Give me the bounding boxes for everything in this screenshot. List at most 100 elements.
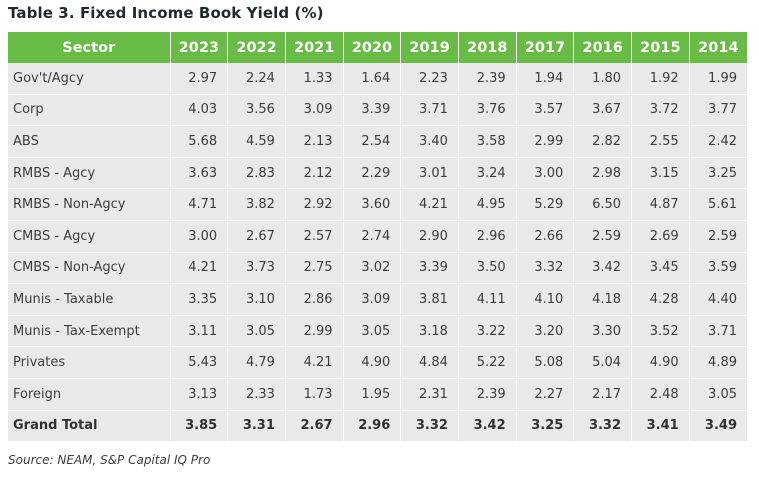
yield-value-cell: 5.22 — [458, 346, 517, 379]
yield-value-cell: 3.05 — [227, 315, 286, 348]
yield-value-cell: 3.82 — [227, 188, 286, 221]
yield-value-cell: 2.66 — [516, 220, 575, 253]
yield-value-cell: 2.42 — [689, 125, 747, 158]
yield-value-cell: 2.57 — [285, 220, 344, 253]
yield-value-cell: 2.27 — [516, 378, 575, 411]
yield-value-cell: 3.09 — [285, 94, 344, 127]
yield-value-cell: 4.28 — [631, 283, 690, 316]
table-row: Corp 4.03 3.56 3.09 3.39 3.71 3.76 3.57 3.67 3.72… — [8, 94, 747, 127]
yield-value-cell: 3.39 — [400, 252, 459, 285]
yield-value-cell: 4.40 — [689, 283, 747, 316]
yield-value-cell: 3.18 — [400, 315, 459, 348]
yield-table: Sector 2023 2022 2021 2020 2019 2018 201… — [8, 32, 747, 443]
sector-cell: Corp — [8, 94, 171, 127]
yield-value-cell: 2.96 — [458, 220, 517, 253]
yield-value-cell: 4.10 — [516, 283, 575, 316]
yield-value-cell: 4.90 — [343, 346, 402, 379]
grand-total-value-cell: 3.32 — [573, 410, 633, 443]
column-header-year: 2015 — [631, 32, 690, 63]
yield-value-cell: 2.59 — [689, 220, 747, 253]
yield-value-cell: 4.21 — [170, 252, 229, 285]
yield-value-cell: 6.50 — [573, 188, 633, 221]
yield-value-cell: 4.21 — [400, 188, 459, 221]
yield-value-cell: 3.42 — [573, 252, 633, 285]
yield-value-cell: 2.39 — [458, 378, 517, 411]
yield-value-cell: 4.95 — [458, 188, 517, 221]
yield-value-cell: 3.24 — [458, 157, 517, 190]
sector-cell: Foreign — [8, 378, 171, 411]
header-row: Sector 2023 2022 2021 2020 2019 2018 201… — [8, 32, 747, 63]
yield-value-cell: 3.10 — [227, 283, 286, 316]
yield-value-cell: 3.52 — [631, 315, 690, 348]
yield-value-cell: 1.94 — [516, 63, 575, 95]
yield-value-cell: 2.39 — [458, 63, 517, 95]
yield-value-cell: 3.63 — [170, 157, 229, 190]
yield-value-cell: 3.71 — [400, 94, 459, 127]
yield-value-cell: 3.22 — [458, 315, 517, 348]
grand-total-value-cell: 3.49 — [689, 410, 747, 443]
table-row: Gov't/Agcy 2.97 2.24 1.33 1.64 2.23 2.39 1.94 1.… — [8, 63, 747, 95]
yield-value-cell: 2.48 — [631, 378, 690, 411]
yield-value-cell: 2.55 — [631, 125, 690, 158]
yield-value-cell: 2.75 — [285, 252, 344, 285]
yield-value-cell: 3.40 — [400, 125, 459, 158]
yield-value-cell: 4.79 — [227, 346, 286, 379]
yield-value-cell: 2.99 — [516, 125, 575, 158]
yield-value-cell: 3.72 — [631, 94, 690, 127]
yield-value-cell: 4.18 — [573, 283, 633, 316]
column-header-year: 2021 — [285, 32, 344, 63]
yield-value-cell: 5.61 — [689, 188, 747, 221]
yield-value-cell: 2.69 — [631, 220, 690, 253]
yield-value-cell: 4.03 — [170, 94, 229, 127]
yield-value-cell: 2.33 — [227, 378, 286, 411]
column-header-year: 2019 — [400, 32, 459, 63]
yield-value-cell: 3.11 — [170, 315, 229, 348]
yield-value-cell: 2.54 — [343, 125, 402, 158]
yield-value-cell: 3.25 — [689, 157, 747, 190]
yield-value-cell: 2.29 — [343, 157, 402, 190]
yield-value-cell: 2.12 — [285, 157, 344, 190]
yield-value-cell: 3.09 — [343, 283, 402, 316]
table-row: Foreign 3.13 2.33 1.73 1.95 2.31 2.39 2.27 2.17 2… — [8, 378, 747, 411]
yield-value-cell: 3.73 — [227, 252, 286, 285]
grand-total-value-cell: 3.85 — [170, 410, 229, 443]
column-header-year: 2023 — [170, 32, 229, 63]
yield-value-cell: 2.24 — [227, 63, 286, 95]
yield-value-cell: 4.11 — [458, 283, 517, 316]
yield-value-cell: 2.82 — [573, 125, 633, 158]
column-header-year: 2016 — [573, 32, 633, 63]
yield-value-cell: 5.04 — [573, 346, 633, 379]
yield-value-cell: 3.30 — [573, 315, 633, 348]
yield-value-cell: 2.13 — [285, 125, 344, 158]
yield-value-cell: 2.86 — [285, 283, 344, 316]
grand-total-value-cell: 2.67 — [285, 410, 344, 443]
yield-value-cell: 3.00 — [170, 220, 229, 253]
yield-value-cell: 4.59 — [227, 125, 286, 158]
yield-value-cell: 3.20 — [516, 315, 575, 348]
yield-value-cell: 1.92 — [631, 63, 690, 95]
yield-value-cell: 3.00 — [516, 157, 575, 190]
yield-value-cell: 2.31 — [400, 378, 459, 411]
sector-cell: Munis - Taxable — [8, 283, 171, 316]
yield-value-cell: 3.67 — [573, 94, 633, 127]
grand-total-value-cell: 3.41 — [631, 410, 690, 443]
yield-value-cell: 3.81 — [400, 283, 459, 316]
yield-value-cell: 3.45 — [631, 252, 690, 285]
yield-value-cell: 1.99 — [689, 63, 747, 95]
yield-value-cell: 2.98 — [573, 157, 633, 190]
column-header-year: 2014 — [689, 32, 747, 63]
yield-value-cell: 3.77 — [689, 94, 747, 127]
sector-cell: Munis - Tax-Exempt — [8, 315, 171, 348]
yield-value-cell: 2.17 — [573, 378, 633, 411]
sector-cell: RMBS - Non-Agcy — [8, 188, 171, 221]
yield-value-cell: 1.95 — [343, 378, 402, 411]
grand-total-value-cell: 3.32 — [400, 410, 459, 443]
grand-total-row: Grand Total 3.85 3.31 2.67 2.96 3.32 3.42 3.25 3… — [8, 410, 747, 443]
yield-value-cell: 1.73 — [285, 378, 344, 411]
yield-value-cell: 5.43 — [170, 346, 229, 379]
column-header-sector: Sector — [8, 32, 171, 63]
yield-value-cell: 3.05 — [689, 378, 747, 411]
sector-cell: RMBS - Agcy — [8, 157, 171, 190]
sector-cell: CMBS - Non-Agcy — [8, 252, 171, 285]
sector-cell: Privates — [8, 346, 171, 379]
